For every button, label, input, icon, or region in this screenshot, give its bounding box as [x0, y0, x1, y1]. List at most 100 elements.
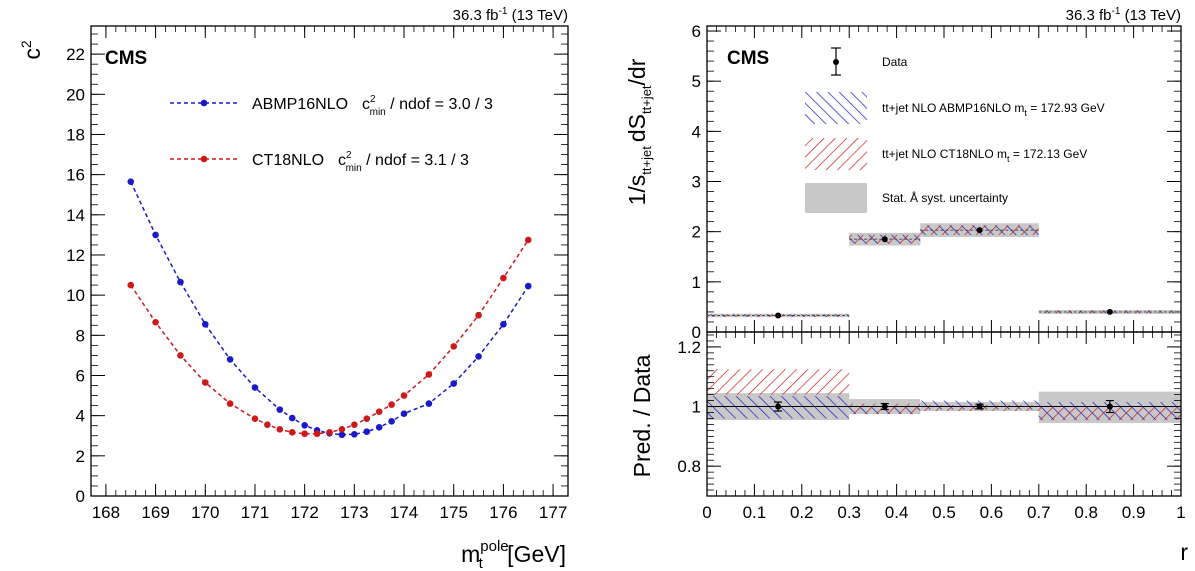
series-point-abmp16nlo [152, 231, 159, 239]
series-point-abmp16nlo [338, 431, 346, 439]
series-point-ct18nlo [226, 400, 234, 407]
chi2-x-axis-title: mpole t [GeV] [461, 538, 566, 571]
series-point-abmp16nlo [475, 353, 482, 360]
series-point-ct18nlo [338, 426, 346, 433]
series-point-abmp16nlo [400, 410, 408, 417]
data-point [976, 227, 983, 234]
x-tick-label: 0.4 [885, 503, 909, 522]
y-tick-label: 14 [66, 206, 85, 225]
ratio-axes-ticks: 0 0.1 0.2 0.3 0.4 0.5 0.6 0.7 0.8 0.9 1 0.8 1 1.2 [677, 332, 1186, 522]
x-tick-label: 0.3 [837, 503, 861, 522]
y-tick-label: 18 [66, 125, 85, 144]
series-point-ct18nlo [351, 421, 358, 428]
x-tick-label: 173 [340, 503, 368, 522]
series-point-ct18nlo [400, 392, 408, 399]
x-tick-label: 0.9 [1122, 503, 1146, 522]
y-tick-label: 16 [66, 166, 85, 185]
chi2-luminosity-label: 36.3 fb-1 (13 TeV) [453, 6, 568, 24]
series-point-abmp16nlo [450, 380, 458, 387]
y-tick-label: 1 [692, 273, 701, 292]
y-tick-label: 0 [692, 323, 701, 342]
series-point-ct18nlo [276, 426, 284, 433]
data-point [1106, 308, 1113, 315]
series-point-abmp16nlo [127, 178, 135, 185]
series-point-abmp16nlo [251, 384, 259, 391]
distribution-cms-label: CMS [727, 48, 769, 69]
series-line-ct18nlo [130, 239, 529, 435]
x-tick-label: 170 [191, 503, 219, 522]
chi2-cms-label: CMS [105, 48, 147, 69]
series-point-ct18nlo [251, 415, 259, 422]
ratio-panel: 0 0.1 0.2 0.3 0.4 0.5 0.6 0.7 0.8 0.9 1 0.8 1 1.2 Pre… [629, 331, 1188, 565]
legend-entry-ct18nlo-prediction: tt+jet NLO CT18NLO mt = 172.13 GeV [805, 138, 1087, 170]
chi2-curves [127, 178, 532, 439]
x-tick-label: 171 [241, 503, 269, 522]
y-tick-label: 5 [692, 72, 701, 91]
x-tick-label: 0.8 [1074, 503, 1098, 522]
series-point-abmp16nlo [351, 431, 358, 438]
x-tick-label: 1 [1176, 503, 1185, 522]
y-tick-label: 10 [66, 286, 85, 305]
x-tick-label: 169 [141, 503, 169, 522]
x-tick-label: 177 [539, 503, 567, 522]
ratio-x-axis-title: r [1180, 539, 1188, 565]
distribution-plot-frame [706, 25, 1182, 333]
y-tick-label: 0 [76, 487, 85, 506]
y-tick-label: 6 [76, 366, 85, 385]
x-tick-label: 175 [440, 503, 468, 522]
x-tick-label: 0.6 [980, 503, 1004, 522]
series-point-ct18nlo [313, 430, 321, 438]
series-point-abmp16nlo [524, 282, 532, 290]
series-line-abmp16nlo [130, 181, 529, 436]
y-tick-label: 6 [692, 22, 701, 41]
distribution-luminosity-label: 36.3 fb-1 (13 TeV) [1066, 6, 1181, 24]
legend-entry-abmp16nlo: ABMP16NLO c2 min / ndof = 3.0 / 3 [170, 94, 493, 118]
y-tick-label: 3 [692, 173, 701, 192]
data-point [881, 236, 888, 243]
distribution-data-points [707, 227, 1181, 319]
y-tick-label: 0.8 [677, 457, 701, 476]
data-point [775, 312, 782, 319]
ratio-ct18nlo-band [1038, 406, 1181, 420]
legend-entry-data: Data [831, 47, 908, 76]
legend-label-data: Data [882, 55, 908, 69]
y-tick-label: 8 [76, 326, 85, 345]
series-point-abmp16nlo [388, 417, 395, 425]
ratio-bands [707, 369, 1181, 423]
series-point-abmp16nlo [201, 320, 209, 328]
ratio-plot-frame [706, 331, 1182, 497]
ratio-data-point [1106, 403, 1113, 410]
series-point-abmp16nlo [363, 428, 371, 436]
x-tick-label: 168 [92, 503, 120, 522]
ratio-ct18nlo-band [707, 369, 850, 395]
y-tick-label: 4 [76, 407, 85, 426]
ratio-data-point [881, 403, 888, 410]
series-point-ct18nlo [264, 421, 271, 428]
legend-entry-ct18nlo: CT18NLO c2 min / ndof = 3.1 / 3 [170, 150, 469, 174]
series-point-ct18nlo [288, 429, 296, 436]
distribution-y-axis-title: 1/stt+jetdStt+jet/dr [624, 58, 654, 205]
series-point-ct18nlo [201, 379, 209, 386]
legend-label-ct18nlo: CT18NLO c2 min / ndof = 3.1 / 3 [252, 150, 469, 174]
chi2-y-axis-title: c2 [18, 40, 45, 60]
series-point-ct18nlo [475, 311, 482, 319]
series-point-ct18nlo [326, 429, 333, 436]
legend-entry-abmp16nlo-prediction: tt+jet NLO ABMP16NLO mt = 172.93 GeV [805, 92, 1105, 124]
x-tick-label: 0.1 [743, 503, 767, 522]
x-tick-label: 176 [489, 503, 517, 522]
series-point-ct18nlo [500, 274, 507, 282]
distribution-panel: 0 1 2 3 4 5 6 36.3 fb-1 (13 TeV) CMS Data tt+j… [624, 6, 1182, 342]
y-tick-label: 2 [692, 223, 701, 242]
chi2-axes-ticks: 168 169 170 171 172 173 174 175 176 177 0 2 4 6 8 10 12 1… [66, 26, 568, 522]
ratio-y-axis-title: Pred. / Data [629, 354, 655, 477]
legend-label-abmp16nlo-prediction: tt+jet NLO ABMP16NLO mt = 172.93 GeV [882, 101, 1105, 118]
series-point-ct18nlo [127, 281, 135, 289]
series-point-ct18nlo [425, 371, 433, 378]
chi2-scan-panel: 168 169 170 171 172 173 174 175 176 177 0 2 4 6 8 10 12 1… [18, 6, 569, 571]
distribution-bands [707, 223, 1181, 318]
series-point-abmp16nlo [500, 320, 507, 328]
ratio-data-point [775, 403, 782, 410]
x-tick-label: 0 [702, 503, 711, 522]
chi2-plot-frame [90, 25, 569, 497]
